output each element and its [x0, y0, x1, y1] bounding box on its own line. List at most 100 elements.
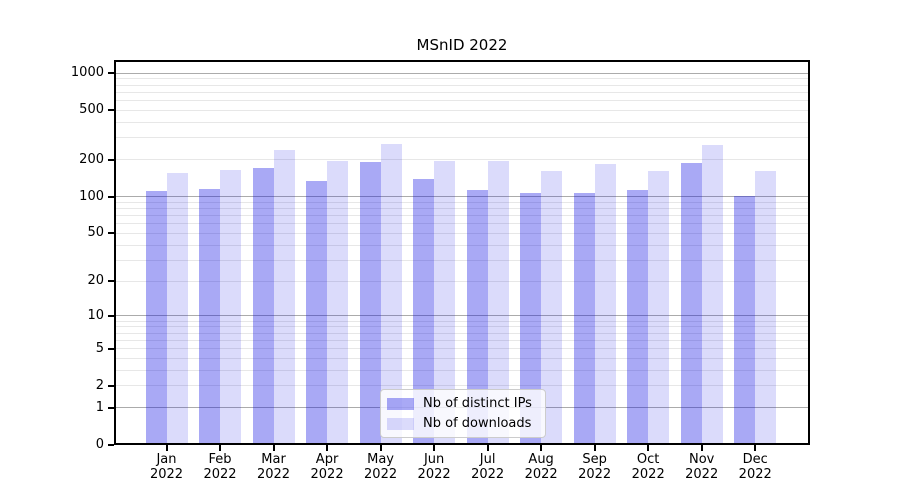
gridline-80: [116, 208, 808, 210]
y-tick-1000: [108, 72, 114, 75]
y-tick-2: [108, 384, 114, 387]
gridline-8: [116, 326, 808, 328]
gridline-5: [116, 348, 808, 350]
gridline-600: [116, 100, 808, 102]
x-tick-label-apr: Apr 2022: [310, 452, 344, 482]
gridline-90: [116, 201, 808, 203]
bar-downloads-dec: [755, 170, 777, 444]
y-tick-label-2: 2: [95, 377, 104, 393]
gridline-500: [116, 109, 808, 111]
gridline-70: [116, 215, 808, 217]
bar-distinct-ips-dec: [734, 196, 756, 444]
bar-distinct-ips-mar: [252, 168, 274, 444]
gridline-50: [116, 232, 808, 234]
bar-distinct-ips-jan: [145, 190, 167, 444]
gridline-100: [116, 196, 808, 198]
legend-label-downloads: Nb of downloads: [423, 416, 532, 431]
x-tick-label-jun: Jun 2022: [417, 452, 451, 482]
y-tick-0: [108, 444, 114, 446]
bar-downloads-sep: [594, 164, 616, 444]
y-tick-label-0: 0: [95, 437, 104, 452]
gridline-400: [116, 121, 808, 123]
bar-distinct-ips-apr: [306, 181, 328, 444]
x-tick-mar: [272, 445, 275, 451]
x-tick-jan: [165, 445, 168, 451]
y-tick-label-500: 500: [79, 102, 104, 118]
plot-spine-top: [114, 60, 810, 62]
x-tick-jul: [486, 445, 489, 451]
legend-row-downloads: Nb of downloads: [387, 416, 537, 431]
gridline-200: [116, 159, 808, 161]
x-tick-label-aug: Aug 2022: [524, 452, 558, 482]
bar-distinct-ips-oct: [627, 190, 649, 444]
legend-swatch-distinct-ips: [387, 397, 414, 410]
y-tick-label-5: 5: [95, 340, 104, 356]
gridline-700: [116, 91, 808, 93]
y-tick-label-50: 50: [87, 225, 104, 241]
gridline-2: [116, 385, 808, 387]
x-tick-sep: [593, 445, 596, 451]
x-tick-label-nov: Nov 2022: [685, 452, 719, 482]
y-tick-50: [108, 232, 114, 235]
gridline-7: [116, 332, 808, 334]
x-tick-label-dec: Dec 2022: [738, 452, 772, 482]
bar-downloads-feb: [220, 169, 242, 444]
x-tick-dec: [754, 445, 757, 451]
gridline-9: [116, 320, 808, 322]
legend-label-distinct-ips: Nb of distinct IPs: [423, 396, 532, 411]
x-tick-label-mar: Mar 2022: [256, 452, 291, 482]
y-tick-label-200: 200: [79, 151, 104, 167]
x-tick-label-jan: Jan 2022: [149, 452, 184, 482]
bar-downloads-jun: [434, 161, 456, 444]
chart-title: MSnID 2022: [416, 36, 508, 54]
gridline-60: [116, 223, 808, 225]
y-tick-200: [108, 158, 114, 161]
bar-downloads-apr: [327, 161, 349, 444]
gridline-900: [116, 78, 808, 80]
x-tick-nov: [700, 445, 703, 451]
bar-downloads-jul: [487, 161, 509, 444]
y-tick-100: [108, 195, 114, 198]
y-tick-label-100: 100: [79, 188, 104, 204]
plot-area: Nb of distinct IPs Nb of downloads 0 1 2 5 1…: [71, 60, 810, 482]
bar-distinct-ips-feb: [199, 189, 221, 444]
legend-row-distinct-ips: Nb of distinct IPs: [387, 396, 537, 411]
gridline-4: [116, 357, 808, 359]
x-tick-label-jul: Jul 2022: [471, 452, 505, 482]
gridline-6: [116, 339, 808, 341]
bar-distinct-ips-nov: [680, 162, 702, 444]
legend: Nb of distinct IPs Nb of downloads: [380, 389, 546, 438]
gridline-800: [116, 84, 808, 86]
gridline-300: [116, 137, 808, 139]
gridline-1000: [116, 72, 808, 74]
bar-distinct-ips-jul: [466, 190, 488, 444]
bar-distinct-ips-jun: [413, 179, 435, 444]
x-tick-label-feb: Feb 2022: [203, 452, 237, 482]
bar-distinct-ips-sep: [573, 192, 595, 444]
bar-downloads-aug: [541, 170, 563, 444]
x-tick-aug: [540, 445, 543, 451]
x-tick-label-may: May 2022: [364, 452, 398, 482]
bar-downloads-may: [380, 143, 402, 444]
x-tick-label-sep: Sep 2022: [578, 452, 612, 482]
y-tick-label-1: 1: [95, 399, 104, 415]
bar-downloads-nov: [701, 144, 723, 444]
gridline-30: [116, 259, 808, 261]
y-tick-20: [108, 280, 114, 283]
bar-distinct-ips-aug: [520, 192, 542, 444]
y-tick-label-20: 20: [87, 273, 104, 289]
x-tick-feb: [219, 445, 222, 451]
x-tick-oct: [647, 445, 650, 451]
plot-spine-bottom: [114, 443, 810, 445]
gridline-3: [116, 369, 808, 371]
bar-distinct-ips-may: [359, 162, 381, 444]
x-tick-jun: [433, 445, 436, 451]
plot-spine-left: [114, 60, 116, 445]
y-tick-1: [108, 406, 114, 409]
gridline-40: [116, 244, 808, 246]
gridline-20: [116, 280, 808, 282]
legend-swatch-downloads: [387, 417, 414, 430]
gridline-10: [116, 315, 808, 317]
x-tick-label-oct: Oct 2022: [631, 452, 665, 482]
